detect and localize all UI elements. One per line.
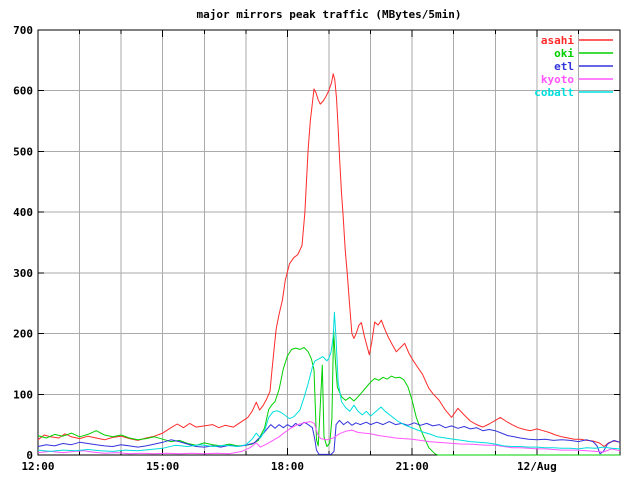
y-axis-label: 0 <box>26 449 33 462</box>
y-axis-label: 400 <box>13 206 33 219</box>
axis-labels: 0 100 200 300 400 500 600 700 12:00 15:00 18:00 21:… <box>13 24 557 473</box>
y-axis-label: 500 <box>13 145 33 158</box>
x-axis-label: 18:00 <box>271 460 304 473</box>
axis-ticks <box>37 29 621 456</box>
legend-label-asahi: asahi <box>541 34 574 47</box>
series-lines <box>37 73 621 456</box>
y-axis-label: 300 <box>13 267 33 280</box>
x-axis-label: 12/Aug <box>517 460 557 473</box>
series-line-cobalt <box>37 311 621 452</box>
series-line-kyoto <box>37 421 621 455</box>
x-axis-label: 21:00 <box>396 460 429 473</box>
grid-lines <box>38 30 620 455</box>
series-line-oki <box>37 330 620 456</box>
legend-label-oki: oki <box>554 47 574 60</box>
legend-label-etl: etl <box>554 60 574 73</box>
series-line-asahi <box>37 73 621 447</box>
legend-label-kyoto: kyoto <box>541 73 574 86</box>
series-line-etl <box>37 419 621 455</box>
x-axis-label: 15:00 <box>146 460 179 473</box>
chart-title: major mirrors peak traffic (MBytes/5min) <box>197 8 462 21</box>
legend-label-cobalt: cobalt <box>534 86 574 99</box>
y-axis-label: 100 <box>13 388 33 401</box>
y-axis-label: 200 <box>13 328 33 341</box>
y-axis-label: 700 <box>13 24 33 37</box>
y-axis-label: 600 <box>13 85 33 98</box>
x-axis-label: 12:00 <box>21 460 54 473</box>
